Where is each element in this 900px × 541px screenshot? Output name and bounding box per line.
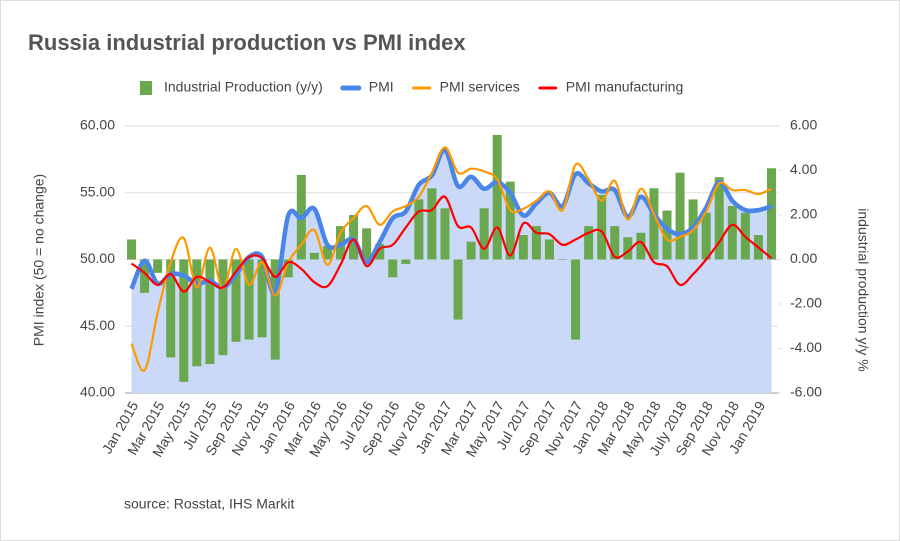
y2-axis-title: industrial production y/y %: [855, 208, 871, 371]
bar: [414, 199, 424, 260]
bar: [544, 239, 554, 260]
bar: [205, 259, 215, 365]
bar: [231, 259, 241, 342]
y2-tick-label: 2.00: [790, 206, 817, 222]
bar: [636, 232, 646, 260]
bar: [192, 259, 202, 367]
bar: [623, 237, 633, 260]
bar: [127, 239, 137, 260]
bar: [388, 259, 398, 278]
bar: [505, 181, 515, 260]
line: [130, 195, 773, 293]
bar: [309, 252, 319, 260]
bar: [584, 226, 594, 260]
bar: [401, 259, 411, 264]
y2-tick-label: -6.00: [790, 384, 822, 400]
line: [129, 147, 773, 296]
bar: [244, 259, 254, 340]
legend-label: PMI: [369, 79, 394, 95]
area: [131, 149, 772, 393]
bar: [531, 226, 541, 260]
bar: [466, 241, 476, 260]
bar: [701, 212, 711, 260]
bar: [283, 259, 293, 278]
bar: [453, 259, 463, 320]
legend-label: PMI services: [440, 79, 520, 95]
bar: [571, 259, 581, 340]
y-tick-label: 55.00: [80, 183, 115, 199]
legend-label: Industrial Production (y/y): [164, 79, 323, 95]
areas: [131, 149, 772, 393]
source: source: Rosstat, IHS Markit: [124, 496, 294, 512]
bar: [257, 259, 267, 338]
y-tick-label: 45.00: [80, 317, 115, 333]
y-tick-label: 40.00: [80, 384, 115, 400]
bar: [727, 206, 737, 260]
y2-tick-label: -4.00: [790, 339, 822, 355]
bar: [179, 259, 189, 382]
bar: [610, 226, 620, 260]
bar: [375, 243, 385, 260]
bar: [140, 259, 150, 293]
bar: [322, 246, 332, 260]
y2-tick-label: 6.00: [790, 117, 817, 133]
bar: [479, 208, 489, 260]
legend-label: PMI manufacturing: [566, 79, 684, 95]
y2-tick-label: -2.00: [790, 295, 822, 311]
bar: [766, 168, 776, 260]
bar: [153, 259, 163, 273]
bar: [270, 259, 280, 360]
bar: [597, 194, 607, 260]
chart-title: Russia industrial production vs PMI inde…: [28, 30, 466, 55]
bar: [362, 228, 372, 260]
bar: [714, 177, 724, 260]
bar: [427, 188, 437, 260]
y-tick-label: 60.00: [80, 117, 115, 133]
y-tick-label: 50.00: [80, 250, 115, 266]
line: [130, 146, 772, 372]
y-axis-title: PMI index (50 = no change): [31, 174, 47, 346]
y2-tick-label: 0.00: [790, 250, 817, 266]
bar: [440, 208, 450, 260]
bar: [675, 172, 685, 260]
bar: [518, 235, 528, 260]
bar: [218, 259, 228, 356]
bar: [166, 259, 176, 358]
bar: [492, 134, 502, 260]
y2-tick-label: 4.00: [790, 161, 817, 177]
bar: [662, 210, 672, 260]
bar: [558, 259, 568, 260]
legend-swatch: [140, 81, 152, 95]
lines: [129, 146, 773, 372]
bar: [649, 188, 659, 260]
